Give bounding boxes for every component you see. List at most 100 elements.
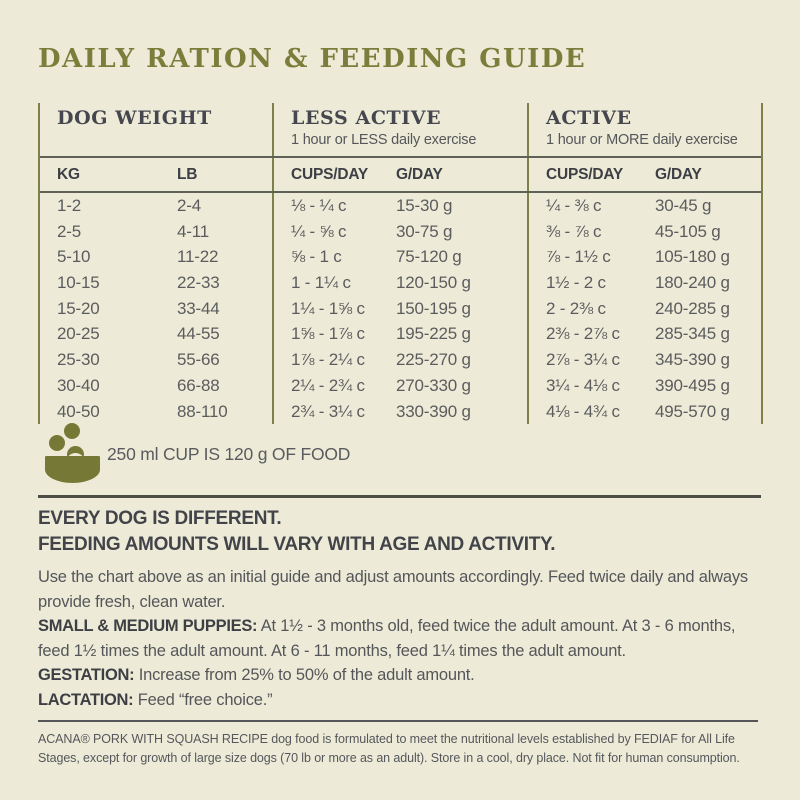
feeding-notes: EVERY DOG IS DIFFERENT. FEEDING AMOUNTS … [38, 506, 762, 712]
cell-active-cups: 2⅞ - 3¼ c [527, 347, 643, 373]
cell-active-grams: 240-285 g [655, 298, 730, 318]
footnote-divider [38, 720, 758, 722]
cell-active-cups: ⅜ - ⅞ c [527, 218, 643, 245]
cell-less-cups: 1⅞ - 2¼ c [272, 347, 379, 373]
section-divider [38, 495, 761, 498]
cell-lb: 66-88 [177, 375, 220, 395]
table-row: 40-50 88-110 2¾ - 3¼ c 330-390 g 4⅛ - 4¾… [40, 398, 761, 425]
cell-lb: 44-55 [177, 324, 220, 344]
note-intro: Use the chart above as an initial guide … [38, 568, 748, 611]
cell-lb: 33-44 [177, 298, 220, 318]
note-puppies-label: SMALL & MEDIUM PUPPIES: [38, 617, 258, 635]
cell-less-cups: 1⅝ - 1⅞ c [272, 321, 379, 348]
table-row: 1-2 2-4 ⅛ - ¼ c 15-30 g ¼ - ⅜ c 30-45 g [40, 193, 761, 219]
table-row: 25-30 55-66 1⅞ - 2¼ c 225-270 g 2⅞ - 3¼ … [40, 347, 761, 373]
cup-measure-note: 250 ml CUP IS 120 g OF FOOD [107, 444, 351, 464]
feeding-table: DOG WEIGHT LESS ACTIVE 1 hour or LESS da… [38, 103, 763, 425]
group-less-active-label: LESS ACTIVE [291, 107, 442, 129]
col-header-less-grams: G/DAY [396, 166, 443, 183]
cell-active-cups: 1½ - 2 c [527, 270, 643, 296]
cell-active-cups: 2⅜ - 2⅞ c [527, 321, 643, 348]
page-title: DAILY RATION & FEEDING GUIDE [38, 44, 587, 74]
group-active-label: ACTIVE [546, 107, 632, 129]
cell-active-cups: ¼ - ⅜ c [527, 193, 643, 219]
group-less-active: LESS ACTIVE 1 hour or LESS daily exercis… [272, 103, 527, 156]
cell-less-grams: 120-150 g [396, 273, 471, 293]
note-lactation-label: LACTATION: [38, 690, 134, 709]
col-header-less-cups: CUPS/DAY [272, 158, 379, 191]
col-header-active-grams: G/DAY [655, 166, 702, 183]
cell-less-cups: 2¼ - 2¾ c [272, 372, 379, 399]
cell-active-grams: 30-45 g [655, 196, 712, 215]
cell-lb: 4-11 [177, 221, 209, 241]
cell-lb: 22-33 [177, 273, 220, 293]
note-heading-2: FEEDING AMOUNTS WILL VARY WITH AGE AND A… [38, 534, 556, 555]
cell-active-grams: 495-570 g [655, 401, 730, 421]
cell-active-cups: 4⅛ - 4¾ c [527, 398, 643, 425]
cell-less-grams: 270-330 g [396, 375, 471, 395]
cell-kg: 30-40 [57, 375, 100, 395]
col-header-active-cups: CUPS/DAY [527, 158, 643, 191]
cell-kg: 40-50 [57, 401, 100, 421]
note-gestation: GESTATION: Increase from 25% to 50% of t… [38, 663, 762, 688]
note-gestation-text: Increase from 25% to 50% of the adult am… [138, 666, 475, 684]
note-puppies-text: At 1½ - 3 months old, feed twice the adu… [38, 617, 736, 660]
table-column-header-row: KG LB CUPS/DAY G/DAY CUPS/DAY G/DAY [40, 158, 761, 193]
kibble-icon [64, 423, 80, 439]
col-header-kg: KG [57, 166, 80, 183]
table-row: 2-5 4-11 ¼ - ⅝ c 30-75 g ⅜ - ⅞ c 45-105 … [40, 218, 761, 245]
cell-active-cups: 2 - 2⅜ c [527, 295, 643, 322]
group-active-subtitle: 1 hour or MORE daily exercise [546, 132, 738, 148]
cell-kg: 15-20 [57, 298, 100, 318]
cell-less-cups: 1¼ - 1⅝ c [272, 295, 379, 322]
cell-less-cups: 1 - 1¼ c [272, 270, 379, 296]
cell-less-grams: 225-270 g [396, 350, 471, 370]
cell-active-grams: 345-390 g [655, 350, 730, 370]
group-dog-weight-label: DOG WEIGHT [57, 107, 212, 129]
group-active: ACTIVE 1 hour or MORE daily exercise [527, 103, 761, 156]
group-dog-weight: DOG WEIGHT [40, 103, 272, 156]
cell-kg: 10-15 [57, 273, 100, 293]
table-row: 15-20 33-44 1¼ - 1⅝ c 150-195 g 2 - 2⅜ c… [40, 295, 761, 322]
note-gestation-label: GESTATION: [38, 666, 135, 684]
kibble-icon [49, 435, 65, 451]
cell-active-grams: 105-180 g [655, 247, 730, 267]
cell-lb: 88-110 [177, 401, 228, 421]
cell-active-grams: 180-240 g [655, 273, 730, 293]
cell-lb: 2-4 [177, 196, 201, 215]
cell-kg: 20-25 [57, 324, 100, 344]
note-heading-1: EVERY DOG IS DIFFERENT. [38, 508, 282, 529]
cell-active-grams: 390-495 g [655, 375, 730, 395]
cell-active-grams: 45-105 g [655, 221, 721, 241]
cell-less-grams: 330-390 g [396, 401, 471, 421]
note-puppies: SMALL & MEDIUM PUPPIES: At 1½ - 3 months… [38, 614, 762, 663]
cell-less-grams: 75-120 g [396, 247, 462, 267]
cell-kg: 1-2 [57, 196, 81, 215]
food-bowl-icon [45, 423, 103, 485]
col-header-lb: LB [177, 166, 198, 183]
cell-lb: 11-22 [177, 247, 219, 267]
cell-less-cups: 2¾ - 3¼ c [272, 398, 379, 425]
table-row: 20-25 44-55 1⅝ - 1⅞ c 195-225 g 2⅜ - 2⅞ … [40, 321, 761, 348]
cell-active-cups: 3¼ - 4⅛ c [527, 372, 643, 399]
table-row: 30-40 66-88 2¼ - 2¾ c 270-330 g 3¼ - 4⅛ … [40, 372, 761, 399]
cell-kg: 25-30 [57, 350, 100, 370]
cell-kg: 2-5 [57, 221, 81, 241]
cell-kg: 5-10 [57, 247, 91, 267]
cell-less-grams: 150-195 g [396, 298, 471, 318]
table-group-header-row: DOG WEIGHT LESS ACTIVE 1 hour or LESS da… [40, 103, 761, 158]
note-lactation: LACTATION: Feed “free choice.” [38, 688, 762, 713]
cell-less-grams: 30-75 g [396, 221, 453, 241]
regulatory-footnote: ACANA® PORK WITH SQUASH RECIPE dog food … [38, 732, 740, 765]
cell-active-cups: ⅞ - 1½ c [527, 244, 643, 271]
table-row: 5-10 11-22 ⅝ - 1 c 75-120 g ⅞ - 1½ c 105… [40, 244, 761, 271]
group-less-active-subtitle: 1 hour or LESS daily exercise [291, 132, 477, 148]
cell-less-cups: ⅛ - ¼ c [272, 193, 379, 219]
bowl-shape [45, 456, 100, 483]
cell-less-grams: 15-30 g [396, 196, 453, 215]
cell-lb: 55-66 [177, 350, 220, 370]
cell-less-cups: ¼ - ⅝ c [272, 218, 379, 245]
table-row: 10-15 22-33 1 - 1¼ c 120-150 g 1½ - 2 c … [40, 270, 761, 296]
note-lactation-text: Feed “free choice.” [137, 690, 273, 709]
